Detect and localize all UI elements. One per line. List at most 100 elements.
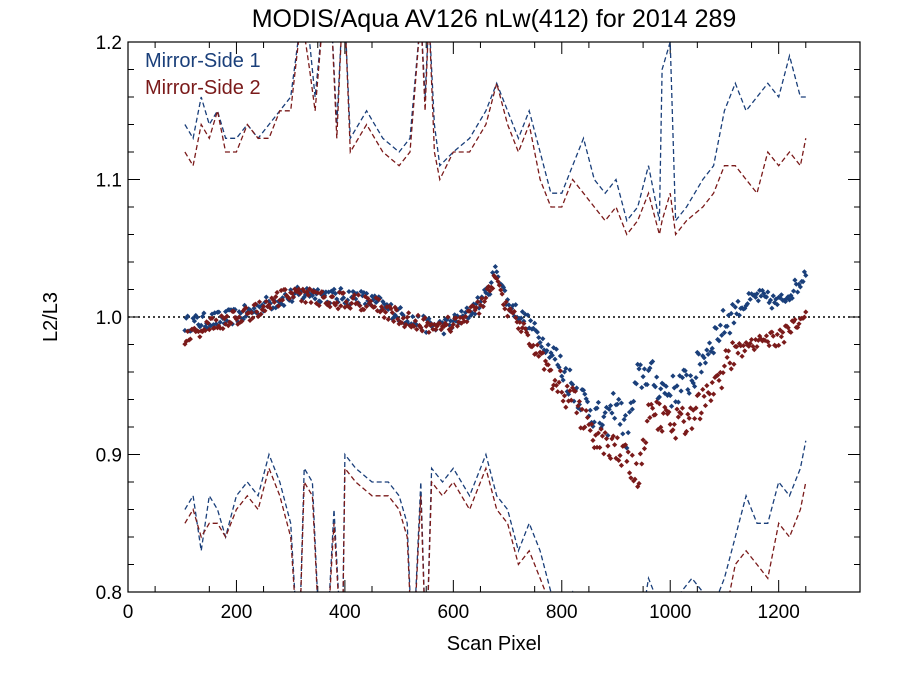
mirror-side-1-point bbox=[701, 355, 707, 361]
mirror-side-2-point bbox=[437, 320, 443, 326]
mirror-side-1-point bbox=[397, 305, 404, 311]
mirror-side-1-point bbox=[694, 349, 700, 356]
mirror-side-1-point bbox=[731, 320, 737, 326]
legend-entry-mirror-side-1: Mirror-Side 1 bbox=[145, 50, 261, 72]
mirror-side-2-point bbox=[361, 307, 367, 313]
mirror-side-2-point bbox=[404, 314, 410, 320]
mirror-side-2-point bbox=[195, 328, 202, 335]
y-tick-label: 1.1 bbox=[96, 171, 122, 192]
mirror-side-2-point bbox=[340, 290, 347, 296]
mirror-side-1-point bbox=[546, 354, 553, 361]
mirror-side-2-point bbox=[523, 329, 530, 335]
mirror-side-2-point bbox=[313, 300, 320, 307]
mirror-side-1-point bbox=[697, 361, 703, 367]
mirror-side-2-point bbox=[396, 321, 402, 327]
mirror-side-2-point bbox=[548, 367, 554, 373]
mirror-side-2-point bbox=[197, 334, 203, 340]
mirror-side-1-point bbox=[332, 290, 338, 297]
mirror-side-1-point bbox=[674, 383, 680, 389]
mirror-side-2-point bbox=[399, 320, 405, 326]
mirror-side-2-point bbox=[679, 405, 686, 411]
mirror-side-1-point bbox=[719, 332, 725, 338]
mirror-side-1-point bbox=[746, 290, 752, 297]
mirror-side-2-point bbox=[517, 319, 523, 325]
mirror-side-2-point bbox=[185, 328, 191, 334]
mirror-side-1-point bbox=[195, 322, 202, 328]
mirror-side-2-point bbox=[377, 309, 383, 315]
mirror-side-1-point bbox=[693, 375, 699, 381]
mirror-side-1-point bbox=[668, 403, 675, 409]
mirror-side-2-point bbox=[273, 294, 279, 300]
mirror-side-2-point bbox=[639, 461, 645, 467]
mirror-side-2-point bbox=[487, 288, 493, 294]
mirror-side-2-point bbox=[300, 286, 306, 292]
mirror-side-1-point bbox=[602, 410, 608, 416]
mirror-side-2-point bbox=[610, 433, 616, 439]
mirror-side-2-point bbox=[485, 283, 492, 290]
x-axis-label: Scan Pixel bbox=[447, 633, 542, 655]
mirror-side-2-point bbox=[500, 302, 507, 308]
mirror-side-2-point bbox=[545, 362, 551, 368]
y-tick-label: 1.0 bbox=[96, 308, 122, 329]
mirror-side-1-point bbox=[354, 290, 360, 297]
mirror-side-1-point bbox=[803, 272, 809, 278]
mirror-side-2-point bbox=[521, 320, 527, 327]
mirror-side-1-point bbox=[513, 302, 519, 308]
mirror-side-1-point bbox=[765, 289, 771, 295]
mirror-side-1-point bbox=[698, 369, 704, 375]
mirror-side-2-point bbox=[525, 332, 531, 338]
mirror-side-1-point bbox=[361, 289, 367, 296]
mirror-side-2-point bbox=[461, 318, 467, 324]
mirror-side-1-point bbox=[784, 295, 790, 301]
mirror-side-1-point bbox=[728, 310, 734, 317]
mirror-side-2-point bbox=[774, 331, 780, 338]
mirror-side-1-upper-bound bbox=[184, 42, 806, 223]
mirror-side-2-point bbox=[400, 315, 406, 321]
mirror-side-1-point bbox=[441, 331, 447, 337]
mirror-side-1-point bbox=[213, 321, 219, 327]
mirror-side-2-point bbox=[323, 300, 329, 306]
mirror-side-2-point bbox=[319, 289, 325, 295]
mirror-side-2-point bbox=[716, 377, 722, 384]
mirror-side-2-point bbox=[515, 326, 521, 332]
mirror-side-2-point bbox=[647, 415, 653, 421]
mirror-side-1-point bbox=[687, 373, 694, 379]
mirror-side-1-point bbox=[720, 307, 726, 314]
mirror-side-2-point bbox=[734, 344, 740, 350]
mirror-side-2-point bbox=[564, 383, 570, 389]
mirror-side-2-point bbox=[385, 316, 391, 322]
mirror-side-2-point bbox=[626, 470, 633, 476]
y-tick-label: 0.8 bbox=[96, 583, 122, 604]
mirror-side-2-point bbox=[781, 339, 787, 345]
mirror-side-2-point bbox=[613, 455, 619, 461]
mirror-side-2-point bbox=[683, 428, 690, 435]
mirror-side-1-point bbox=[675, 399, 681, 405]
mirror-side-1-point bbox=[340, 295, 347, 301]
mirror-side-1-point bbox=[544, 347, 550, 354]
mirror-side-1-point bbox=[742, 305, 748, 311]
mirror-side-1-point bbox=[644, 381, 650, 388]
mirror-side-1-point bbox=[540, 336, 546, 342]
mirror-side-2-point bbox=[483, 295, 489, 301]
mirror-side-2-point bbox=[419, 328, 425, 334]
mirror-side-2-point bbox=[595, 430, 601, 436]
mirror-side-2-point bbox=[380, 307, 386, 313]
mirror-side-1-point bbox=[662, 390, 668, 396]
mirror-side-1-point bbox=[241, 302, 248, 308]
mirror-side-2-point bbox=[450, 321, 456, 328]
mirror-side-2-point bbox=[372, 304, 378, 310]
mirror-side-2-point bbox=[316, 302, 322, 309]
mirror-side-2-point bbox=[727, 360, 733, 366]
mirror-side-2-point bbox=[740, 343, 747, 349]
mirror-side-1-point bbox=[778, 292, 784, 298]
mirror-side-2-point bbox=[578, 425, 584, 431]
mirror-side-2-point bbox=[231, 308, 237, 315]
mirror-side-2-point bbox=[187, 336, 193, 342]
mirror-side-1-point bbox=[530, 325, 536, 332]
mirror-side-2-point bbox=[784, 323, 790, 329]
mirror-side-1-point bbox=[494, 269, 500, 275]
mirror-side-2-point bbox=[598, 426, 604, 432]
mirror-side-2-point bbox=[232, 314, 238, 321]
mirror-side-1-point bbox=[640, 373, 646, 380]
x-tick-label: 1000 bbox=[649, 602, 691, 623]
